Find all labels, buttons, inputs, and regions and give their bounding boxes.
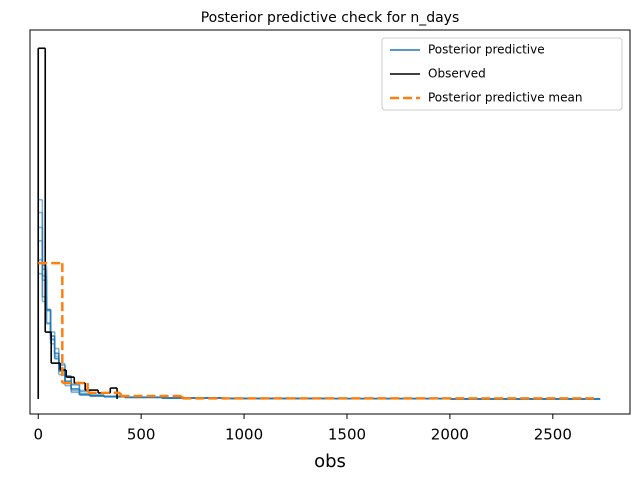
x-tick-label: 1500 [328,426,366,444]
x-tick-label: 2500 [534,426,572,444]
axes-frame [29,29,631,415]
plot-area [37,47,601,400]
legend-label: Posterior predictive [428,43,545,57]
chart-title: Posterior predictive check for n_days [201,10,460,26]
x-tick-label: 1000 [225,426,263,444]
legend-label: Posterior predictive mean [428,91,582,105]
x-tick-label: 2000 [431,426,469,444]
legend-box [381,37,623,111]
x-tick-label: 500 [127,426,156,444]
x-tick-label: 0 [33,426,43,444]
x-axis-label: obs [314,451,346,472]
legend-label: Observed [428,67,486,81]
